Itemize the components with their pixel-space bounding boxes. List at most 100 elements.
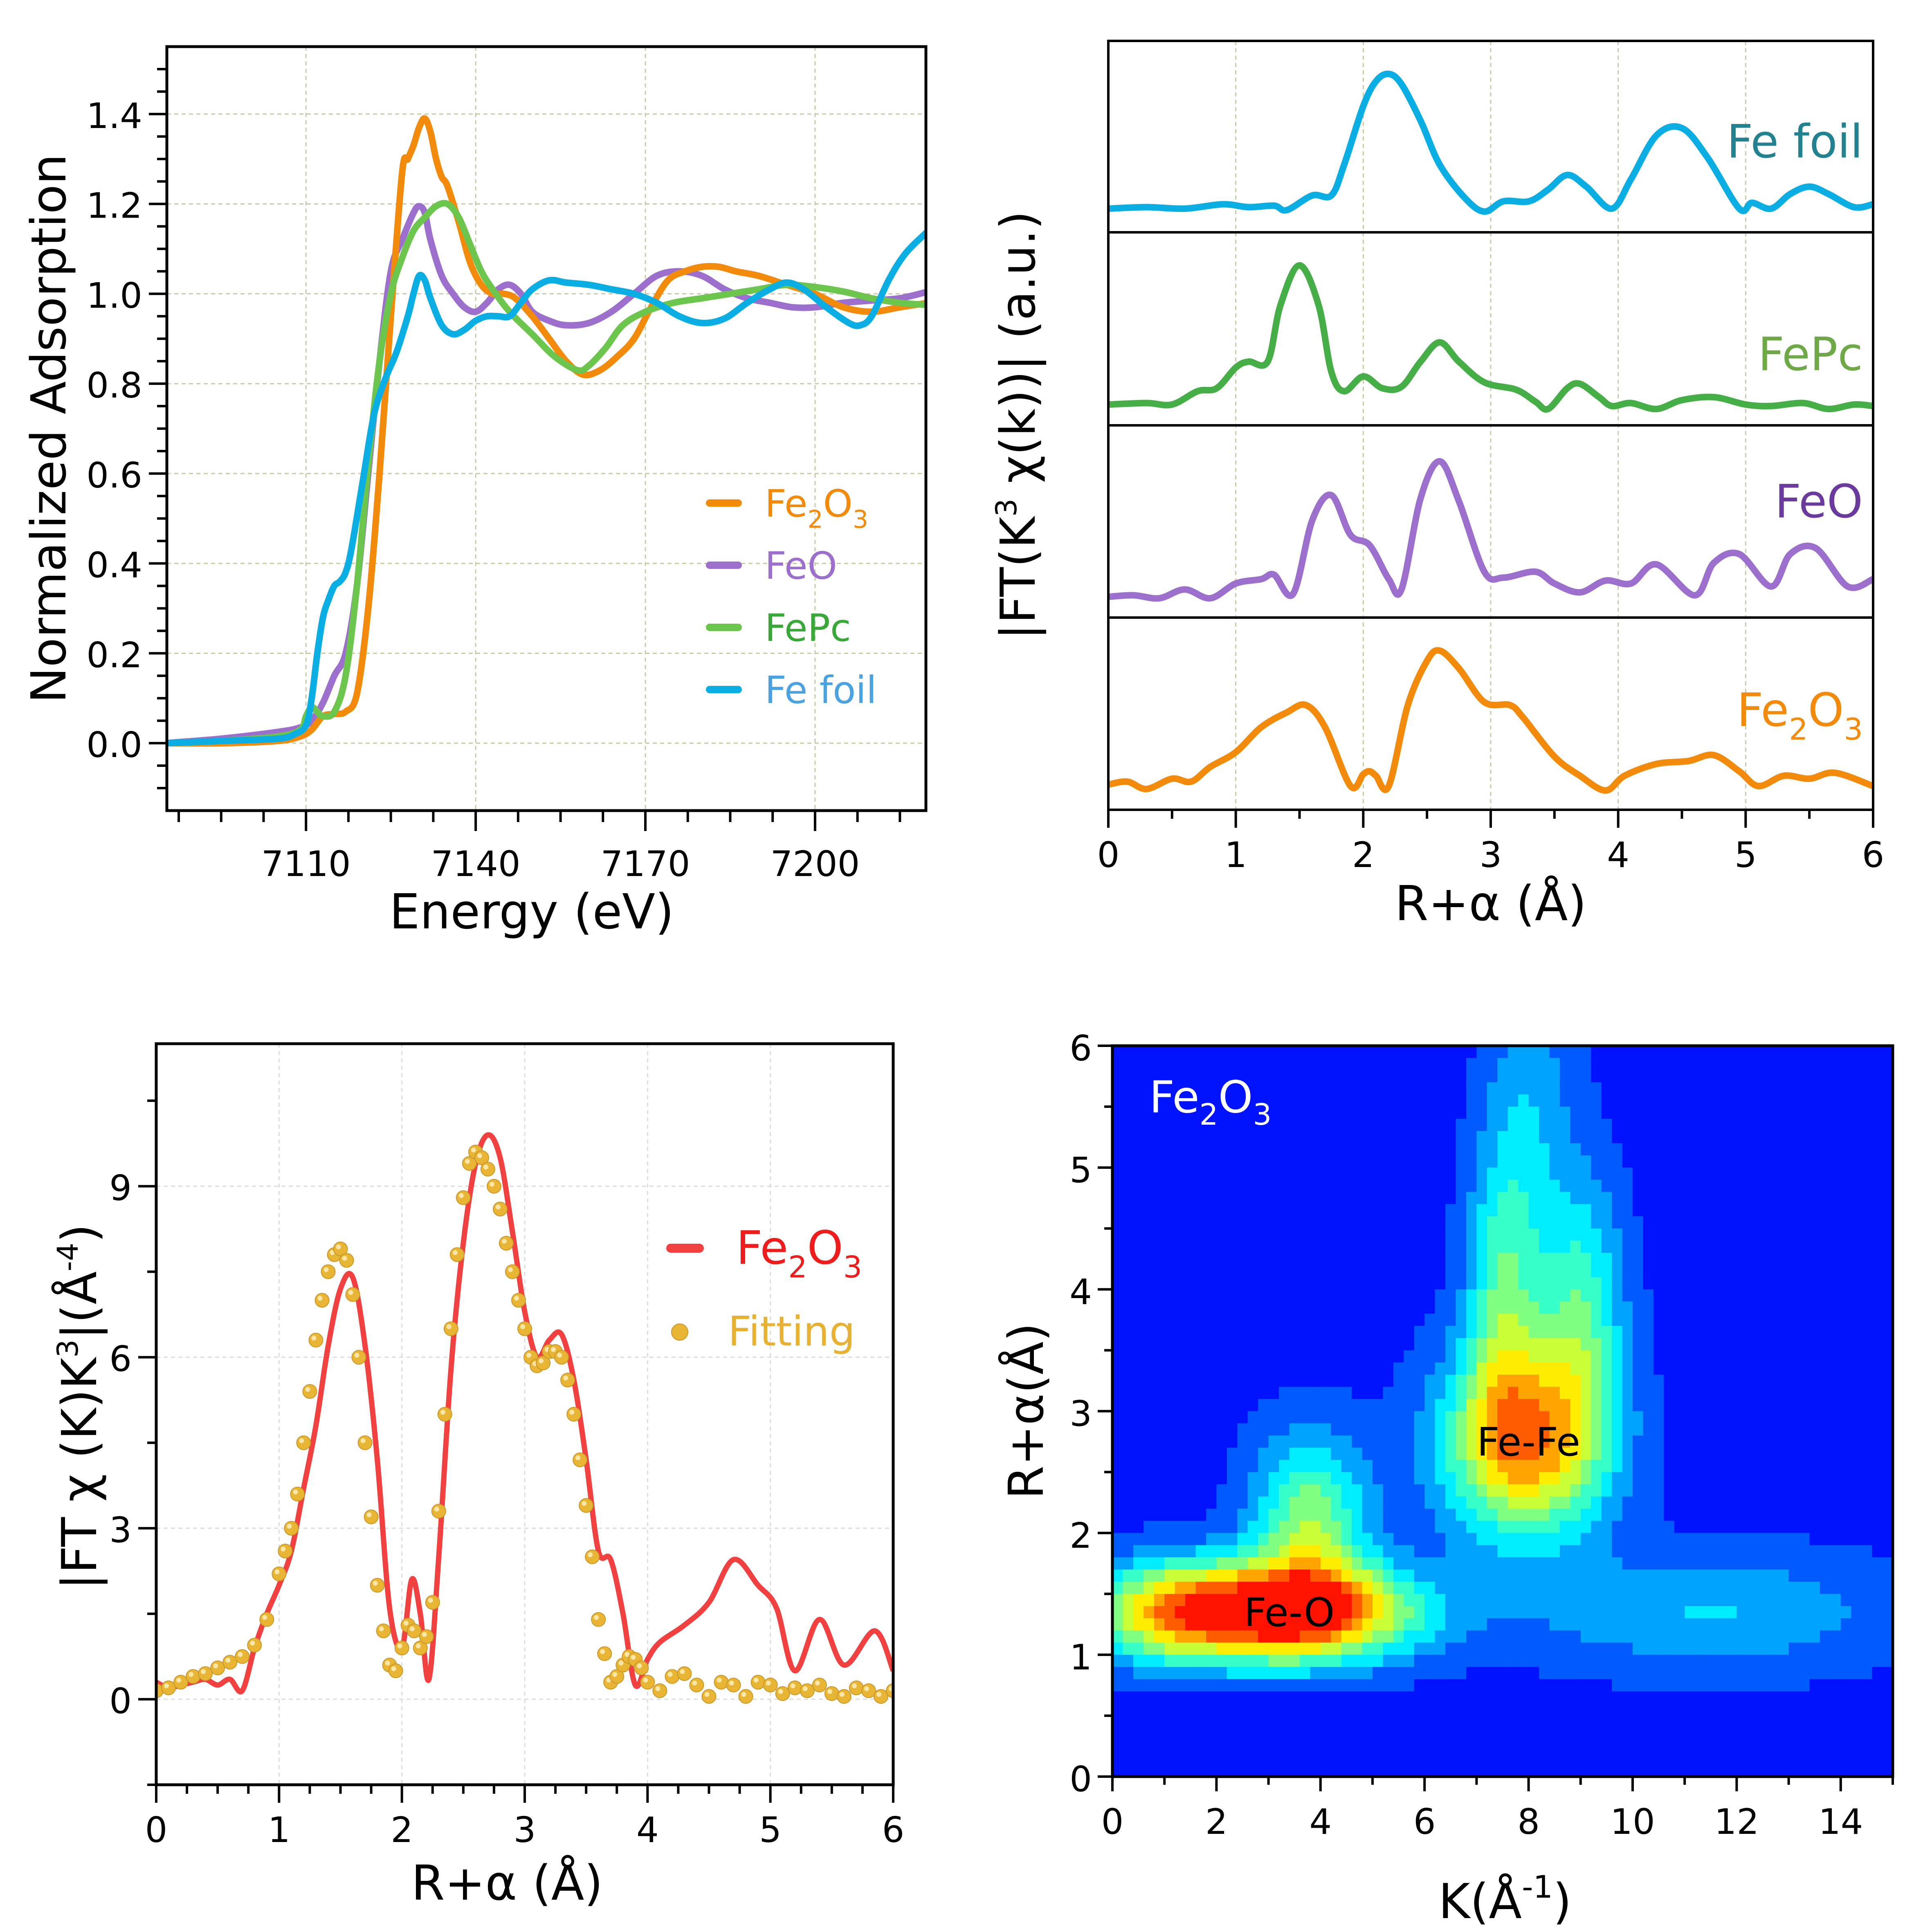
wavelet-cell: [1352, 1399, 1363, 1412]
wavelet-cell: [1601, 1716, 1612, 1728]
wavelet-cell: [1872, 1655, 1883, 1667]
wavelet-cell: [1133, 1350, 1144, 1363]
wavelet-cell: [1476, 1569, 1487, 1582]
wavelet-cell: [1788, 1289, 1799, 1302]
wavelet-cell: [1737, 1289, 1748, 1302]
wavelet-cell: [1601, 1447, 1612, 1460]
wavelet-cell: [1507, 1423, 1519, 1436]
wavelet-cell: [1643, 1655, 1654, 1667]
wavelet-cell: [1404, 1143, 1415, 1156]
ft-fit-marker: [714, 1675, 729, 1690]
wavelet-cell: [1445, 1691, 1456, 1704]
wavelet-cell: [1258, 1289, 1269, 1302]
ft-fit-marker-highlight: [839, 1692, 845, 1697]
wavelet-cell: [1143, 1752, 1155, 1765]
wavelet-cell: [1820, 1716, 1831, 1728]
wavelet-cell: [1445, 1106, 1456, 1119]
wavelet-cell: [1559, 1642, 1571, 1655]
wavelet-cell: [1757, 1764, 1768, 1777]
wavelet-cell: [1237, 1582, 1248, 1595]
wavelet-cell: [1757, 1289, 1768, 1302]
wavelet-cell: [1143, 1375, 1155, 1387]
wavelet-cell: [1445, 1167, 1456, 1180]
wavelet-cell: [1653, 1606, 1665, 1619]
wavelet-cell: [1227, 1508, 1238, 1521]
wavelet-cell: [1466, 1179, 1477, 1193]
wavelet-cell: [1404, 1484, 1415, 1497]
wavelet-cell: [1466, 1301, 1477, 1314]
wavelet-cell: [1279, 1484, 1290, 1497]
wavelet-cell: [1435, 1618, 1446, 1631]
wavelet-cell: [1539, 1082, 1550, 1095]
wavelet-cell: [1539, 1484, 1550, 1497]
ft-fit-y-label-sup2: -4: [51, 1243, 85, 1272]
wavelet-cell: [1466, 1289, 1477, 1302]
wavelet-cell: [1643, 1521, 1654, 1534]
wavelet-cell: [1518, 1521, 1529, 1534]
wavelet-cell: [1809, 1582, 1820, 1595]
wavelet-cell: [1216, 1314, 1227, 1326]
wavelet-cell: [1695, 1228, 1706, 1241]
wavelet-cell: [1445, 1216, 1456, 1229]
wavelet-cell: [1362, 1582, 1373, 1595]
wavelet-cell: [1133, 1301, 1144, 1314]
wavelet-cell: [1289, 1192, 1300, 1204]
wavelet-cell: [1268, 1728, 1279, 1741]
wavelet-cell: [1851, 1691, 1862, 1704]
wavelet-cell: [1143, 1472, 1155, 1485]
wavelet-cell: [1268, 1350, 1279, 1363]
wavelet-cell: [1528, 1630, 1539, 1643]
wavelet-cell: [1861, 1375, 1872, 1387]
wavelet-cell: [1476, 1204, 1487, 1217]
wavelet-cell: [1227, 1386, 1238, 1400]
wavelet-cell: [1352, 1764, 1363, 1777]
wavelet-cell: [1320, 1338, 1331, 1351]
wavelet-cell: [1882, 1362, 1893, 1375]
wavelet-cell: [1466, 1691, 1477, 1704]
ft-stack-label-part: Fe: [1737, 684, 1789, 737]
wavelet-cell: [1601, 1606, 1612, 1619]
wavelet-cell: [1737, 1545, 1748, 1558]
wavelet-cell: [1591, 1655, 1602, 1667]
ft-fit-marker-highlight: [262, 1615, 267, 1620]
wavelet-cell: [1414, 1155, 1425, 1168]
wavelet-cell: [1830, 1240, 1841, 1254]
wavelet-cell: [1247, 1764, 1258, 1777]
wavelet-cell: [1528, 1703, 1539, 1716]
wavelet-cell: [1279, 1752, 1290, 1765]
wavelet-cell: [1643, 1533, 1654, 1546]
wavelet-cell: [1466, 1082, 1477, 1095]
wavelet-cell: [1331, 1508, 1342, 1521]
wavelet-cell: [1570, 1058, 1581, 1071]
wavelet-cell: [1216, 1155, 1227, 1168]
wavelet-cell: [1237, 1131, 1248, 1144]
wavelet-cell: [1362, 1386, 1373, 1400]
wavelet-cell: [1851, 1642, 1862, 1655]
wavelet-cell: [1539, 1338, 1550, 1351]
ft-fit-y-label-part3: ): [51, 1224, 108, 1243]
wavelet-cell: [1695, 1155, 1706, 1168]
wavelet-cell: [1414, 1399, 1425, 1412]
wavelet-cell: [1497, 1277, 1508, 1290]
wavelet-cell: [1570, 1557, 1581, 1570]
wavelet-cell: [1757, 1094, 1768, 1107]
wavelet-cell: [1497, 1228, 1508, 1241]
wavelet-cell: [1310, 1472, 1321, 1485]
wavelet-cell: [1580, 1046, 1591, 1058]
wavelet-cell: [1237, 1301, 1248, 1314]
wavelet-cell: [1435, 1082, 1446, 1095]
wavelet-y-tick-label: 0: [1069, 1759, 1092, 1800]
wavelet-cell: [1872, 1070, 1883, 1083]
wavelet-cell: [1570, 1143, 1581, 1156]
ft-stack-series-feo: [1108, 458, 1873, 602]
wavelet-cell: [1414, 1728, 1425, 1741]
wavelet-cell: [1622, 1350, 1633, 1363]
wavelet-cell: [1195, 1301, 1206, 1314]
wavelet-cell: [1112, 1545, 1123, 1558]
wavelet-cell: [1622, 1192, 1633, 1204]
wavelet-cell: [1528, 1545, 1539, 1558]
wavelet-cell: [1840, 1326, 1851, 1339]
wavelet-cell: [1123, 1204, 1134, 1217]
wavelet-cell: [1268, 1058, 1279, 1071]
